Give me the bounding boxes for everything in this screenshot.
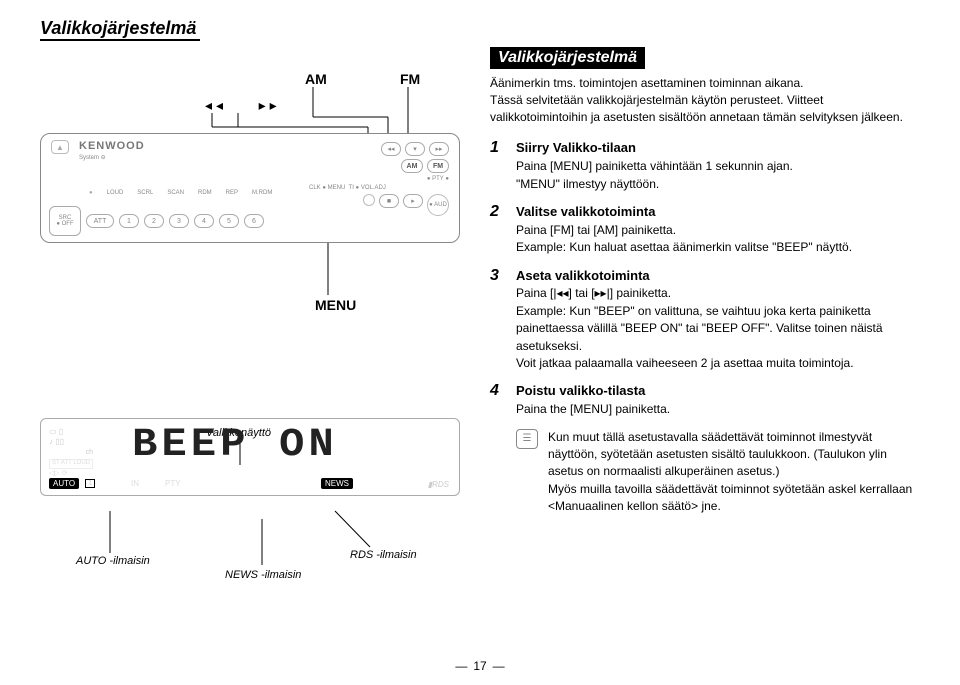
callout-seek: ◂◂ ▸▸ <box>205 97 281 114</box>
step-1: 1 Siirry Valikko-tilaan Paina [MENU] pai… <box>490 139 920 193</box>
radio-faceplate: ▲ KENWOOD System ⊖ ◂◂ ▾ ▸▸ AM <box>40 133 460 243</box>
auto-ind-label: AUTO -ilmaisin <box>76 555 150 567</box>
am-button[interactable]: AM <box>401 159 423 173</box>
pty-label-lcd: PTY <box>165 479 181 488</box>
step-line: Example: Kun "BEEP" on valittuna, se vai… <box>516 303 920 355</box>
step-3: 3 Aseta valikkotoiminta Paina [|◂◂] tai … <box>490 267 920 373</box>
tiny-scan: SCAN <box>167 190 184 196</box>
tiny-loud: LOUD <box>107 190 124 196</box>
step-num: 2 <box>490 203 506 257</box>
left-column: AM FM ◂◂ ▸▸ <box>40 47 460 516</box>
intro-text: Äänimerkin tms. toimintojen asettaminen … <box>490 75 920 125</box>
step-line: Paina [MENU] painiketta vähintään 1 seku… <box>516 158 920 175</box>
pty-label: ● PTY ● <box>427 176 449 182</box>
page-title: Valikkojärjestelmä <box>40 18 200 41</box>
seek-down-button[interactable]: ▾ <box>405 142 425 156</box>
step-title: Aseta valikkotoiminta <box>516 267 920 286</box>
news-indicator: NEWS <box>321 478 353 489</box>
page-number: 17 <box>449 659 510 673</box>
src-button[interactable]: SRC ● OFF <box>49 206 81 236</box>
step-4: 4 Poistu valikko-tilasta Paina the [MENU… <box>490 382 920 418</box>
tiny-rdm: RDM <box>198 190 212 196</box>
note-text: Kun muut tällä asetustavalla säädettävät… <box>548 429 920 516</box>
preset-1[interactable]: 1 <box>119 214 139 228</box>
stop-button[interactable]: ■ <box>379 194 399 208</box>
in-label: IN <box>131 479 139 488</box>
step-line: Paina the [MENU] painiketta. <box>516 401 920 418</box>
eject-icon[interactable]: ▲ <box>51 140 69 154</box>
lcd-text: BEEP ON <box>132 423 338 468</box>
step-line: Paina [|◂◂] tai [▸▸|] painiketta. <box>516 285 920 302</box>
tiny-rep: REP <box>226 190 238 196</box>
preset-6[interactable]: 6 <box>244 214 264 228</box>
seek-left-icon: ◂◂ <box>205 97 227 113</box>
step-line: "MENU" ilmestyy näyttöön. <box>516 176 920 193</box>
tiny-scrl: SCRL <box>137 190 153 196</box>
note-icon: ☰ <box>516 429 538 449</box>
note-box: ☰ Kun muut tällä asetustavalla säädettäv… <box>516 429 920 516</box>
aud-knob[interactable]: ● AUD <box>427 194 449 216</box>
tiny-mrdm: M.RDM <box>252 190 272 196</box>
news-ind-label: NEWS -ilmaisin <box>225 569 301 581</box>
knob-icon[interactable] <box>363 194 375 206</box>
step-title: Valitse valikkotoiminta <box>516 203 920 222</box>
right-column: Valikkojärjestelmä Äänimerkin tms. toimi… <box>490 47 920 516</box>
att-button[interactable]: ATT <box>86 214 114 228</box>
fm-button[interactable]: FM <box>427 159 449 173</box>
step-num: 3 <box>490 267 506 373</box>
clk-menu-label: CLK ● MENU TI ● VOL.ADJ <box>309 185 386 191</box>
step-num: 4 <box>490 382 506 418</box>
step-title: Siirry Valikko-tilaan <box>516 139 920 158</box>
auto-indicator: AUTO <box>49 478 79 489</box>
lcd-left-icons: ▭ ▯ ♪ ▯▯ ch ST ATT LOUD ◁▷ ⟳ <box>49 427 93 478</box>
play-button[interactable]: ▸ <box>403 194 423 208</box>
preset-3[interactable]: 3 <box>169 214 189 228</box>
rds-ind-label: RDS -ilmaisin <box>350 549 417 561</box>
callout-am: AM <box>305 71 327 87</box>
step-title: Poistu valikko-tilasta <box>516 382 920 401</box>
seek-prev-button[interactable]: ◂◂ <box>381 142 401 156</box>
step-num: 1 <box>490 139 506 193</box>
preset-4[interactable]: 4 <box>194 214 214 228</box>
seek-next-button[interactable]: ▸▸ <box>429 142 449 156</box>
menu-callout: MENU <box>315 297 356 313</box>
step-line: Paina [FM] tai [AM] painiketta. <box>516 222 920 239</box>
step-line: Voit jatkaa palaamalla vaiheeseen 2 ja a… <box>516 355 920 372</box>
preset-5[interactable]: 5 <box>219 214 239 228</box>
callout-fm: FM <box>400 71 420 87</box>
preset-2[interactable]: 2 <box>144 214 164 228</box>
seek-right-icon: ▸▸ <box>259 97 281 113</box>
section-title: Valikkojärjestelmä <box>490 47 645 69</box>
rds-logo: ▮RDS <box>428 480 449 489</box>
step-2: 2 Valitse valikkotoiminta Paina [FM] tai… <box>490 203 920 257</box>
auto-num: 1 <box>85 479 95 488</box>
step-line: Example: Kun haluat asettaa äänimerkin v… <box>516 239 920 256</box>
lcd-panel: ▭ ▯ ♪ ▯▯ ch ST ATT LOUD ◁▷ ⟳ BEEP ON AUT… <box>40 418 460 496</box>
